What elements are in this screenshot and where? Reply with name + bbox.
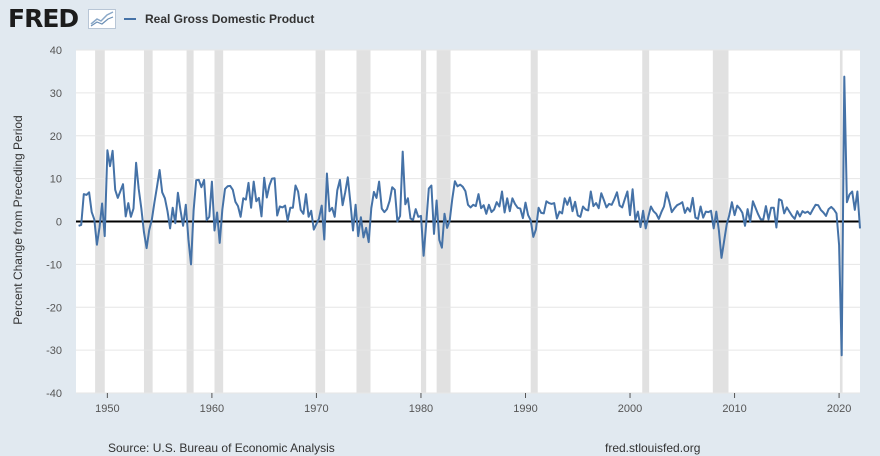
x-tick-label: 2020 [827,403,851,415]
y-tick-label: 30 [50,88,62,100]
x-tick-label: 2000 [618,403,642,415]
x-tick-label: 1970 [304,403,328,415]
y-axis-title: Percent Change from Preceding Period [11,115,25,325]
y-tick-label: -40 [46,388,62,400]
y-tick-label: 20 [50,131,62,143]
line-chart-icon [88,9,116,29]
x-tick-label: 1990 [513,403,537,415]
x-tick-label: 1980 [409,403,433,415]
legend-label: Real Gross Domestic Product [145,12,315,26]
source-text: Source: U.S. Bureau of Economic Analysis [108,441,335,455]
chart-header: FRED Real Gross Domestic Product [0,0,880,42]
fred-url-link[interactable]: fred.stlouisfed.org [605,441,701,455]
series-line-real-gdp [78,75,861,357]
y-tick-label: 40 [50,45,62,57]
y-tick-label: 0 [56,217,62,229]
y-tick-label: -10 [46,259,62,271]
y-tick-label: 10 [50,174,62,186]
legend-line-swatch [124,18,136,20]
fred-logo[interactable]: FRED [8,4,79,33]
y-tick-label: -30 [46,345,62,357]
x-tick-label: 1950 [95,403,119,415]
x-tick-label: 2010 [722,403,746,415]
y-tick-label: -20 [46,302,62,314]
legend: Real Gross Domestic Product [124,12,314,26]
x-tick-label: 1960 [200,403,224,415]
